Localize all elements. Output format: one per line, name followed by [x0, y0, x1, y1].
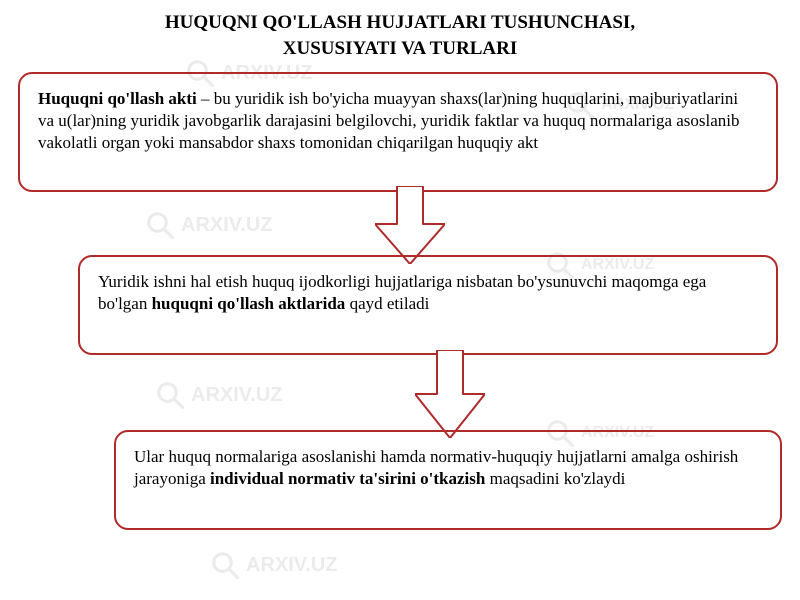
- box1-text: Huquqni qo'llash akti – bu yuridik ish b…: [38, 89, 740, 152]
- title-line-1: HUQUQNI QO'LLASH HUJJATLARI TUSHUNCHASI,: [165, 12, 635, 33]
- definition-box-3: Ular huquq normalariga asoslanishi hamda…: [114, 430, 782, 530]
- definition-box-2: Yuridik ishni hal etish huquq ijodkorlig…: [78, 255, 778, 355]
- watermark: ARXIV.UZ: [155, 380, 283, 410]
- box2-post: qayd etiladi: [345, 294, 429, 313]
- box2-bold: huquqni qo'llash aktlarida: [152, 294, 346, 313]
- flow-arrow-2: [415, 350, 485, 438]
- magnifier-icon: [155, 380, 185, 410]
- watermark: ARXIV.UZ: [145, 210, 273, 240]
- watermark-text: ARXIV.UZ: [246, 554, 338, 577]
- watermark: ARXIV.UZ: [210, 550, 338, 580]
- box3-text: Ular huquq normalariga asoslanishi hamda…: [134, 447, 738, 488]
- watermark-text: ARXIV.UZ: [181, 214, 273, 237]
- box1-bold-lead: Huquqni qo'llash akti: [38, 89, 197, 108]
- box2-text: Yuridik ishni hal etish huquq ijodkorlig…: [98, 272, 706, 313]
- flow-arrow-1: [375, 186, 445, 264]
- definition-box-1: Huquqni qo'llash akti – bu yuridik ish b…: [18, 72, 778, 192]
- box3-post: maqsadini ko'zlaydi: [485, 469, 625, 488]
- magnifier-icon: [145, 210, 175, 240]
- magnifier-icon: [210, 550, 240, 580]
- title-line-2: XUSUSIYATI VA TURLARI: [283, 38, 517, 59]
- page-title: HUQUQNI QO'LLASH HUJJATLARI TUSHUNCHASI,…: [0, 0, 800, 67]
- box3-bold: individual normativ ta'sirini o'tkazish: [210, 469, 485, 488]
- watermark-text: ARXIV.UZ: [191, 384, 283, 407]
